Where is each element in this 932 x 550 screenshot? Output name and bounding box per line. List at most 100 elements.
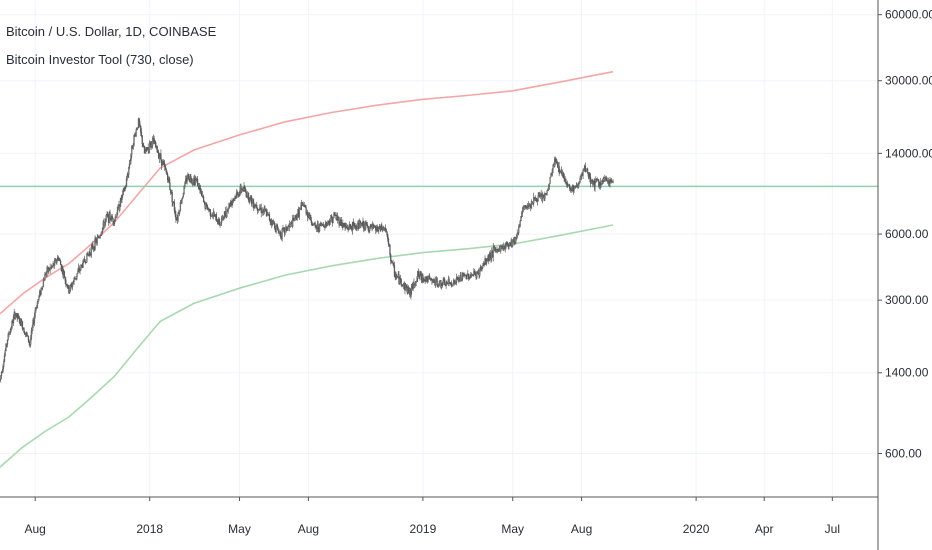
- candle-body: [305, 207, 307, 214]
- candle: [333, 211, 336, 216]
- candle-body: [252, 199, 254, 203]
- candle-body: [202, 196, 205, 202]
- candle: [442, 277, 444, 286]
- candle: [116, 206, 119, 216]
- candle-body: [566, 182, 569, 186]
- candle-body: [260, 207, 262, 213]
- price-tick-label: 30000.00: [885, 74, 932, 88]
- candle-body: [365, 222, 367, 226]
- candle-body: [536, 200, 539, 202]
- candle: [250, 195, 253, 207]
- candle-body: [374, 226, 376, 228]
- candle: [74, 277, 77, 281]
- candle-body: [5, 343, 7, 352]
- candle: [36, 301, 39, 309]
- candle-body: [72, 281, 75, 284]
- candle-body: [433, 278, 435, 283]
- candle: [378, 226, 380, 234]
- time-axis-labels[interactable]: Aug 2018 May Aug 2019 May Aug 2020 Apr Jul: [25, 497, 841, 536]
- candle: [531, 201, 533, 204]
- candle: [232, 199, 234, 206]
- candle: [181, 198, 183, 205]
- candle: [279, 231, 281, 235]
- candle-body: [0, 375, 2, 380]
- candle-body: [114, 216, 116, 221]
- candle-body: [474, 272, 476, 276]
- candle: [476, 271, 478, 280]
- candle: [127, 171, 129, 178]
- candle: [136, 127, 138, 131]
- candle: [111, 213, 113, 219]
- candle-body: [214, 215, 216, 217]
- candle-body: [501, 245, 503, 248]
- candle-body: [137, 127, 139, 130]
- candle-body: [235, 192, 238, 199]
- candle-body: [232, 200, 234, 202]
- candle: [196, 176, 199, 187]
- candle-body: [179, 202, 182, 212]
- candle-body: [589, 174, 591, 178]
- candle: [387, 237, 390, 247]
- candle: [140, 125, 142, 137]
- candle: [594, 179, 596, 192]
- symbol-legend[interactable]: Bitcoin / U.S. Dollar, 1D, COINBASE: [6, 24, 217, 39]
- candle-body: [310, 219, 313, 224]
- candle: [521, 207, 524, 218]
- candle-body: [461, 278, 463, 281]
- candle: [580, 172, 583, 181]
- candle: [550, 172, 552, 178]
- candle: [393, 262, 395, 268]
- candlestick-series: [0, 117, 614, 383]
- time-tick-label: May: [501, 522, 524, 536]
- candle-body: [360, 222, 362, 228]
- price-axis-labels[interactable]: 60000.00 30000.00 14000.00 6000.00 3000.00 14…: [878, 8, 932, 461]
- candle-body: [417, 271, 420, 276]
- candle: [96, 234, 98, 246]
- candle: [194, 175, 197, 186]
- candle-body: [2, 366, 4, 372]
- candle: [1, 369, 3, 374]
- candle: [10, 325, 12, 332]
- candle: [427, 275, 429, 283]
- candle: [109, 209, 111, 225]
- candle-body: [89, 252, 91, 255]
- candle-body: [6, 339, 9, 345]
- candle-body: [198, 183, 200, 190]
- candle: [215, 212, 217, 222]
- candle-body: [131, 145, 133, 156]
- candle-body: [74, 277, 77, 280]
- candle: [549, 176, 551, 185]
- candle-body: [186, 177, 188, 183]
- candle-body: [49, 267, 51, 271]
- candle-body: [492, 247, 494, 257]
- candle: [205, 202, 208, 207]
- candle: [584, 162, 586, 173]
- candle: [165, 167, 167, 174]
- candle: [470, 272, 473, 278]
- candle: [455, 273, 458, 286]
- candle: [339, 221, 341, 226]
- candle-body: [553, 158, 556, 167]
- candle-body: [140, 125, 142, 133]
- candle: [559, 170, 562, 173]
- indicator-legend[interactable]: Bitcoin Investor Tool (730, close): [6, 52, 194, 67]
- candle: [433, 277, 435, 283]
- candle: [6, 339, 9, 348]
- candle-body: [450, 282, 453, 286]
- candle: [388, 243, 390, 247]
- candle-body: [59, 260, 62, 265]
- candle: [157, 150, 159, 154]
- candle-body: [157, 151, 159, 154]
- candle-body: [128, 163, 131, 168]
- candle-body: [62, 267, 64, 275]
- candle-body: [181, 196, 184, 199]
- candle-body: [476, 271, 478, 278]
- candle: [537, 192, 539, 202]
- candle: [35, 306, 37, 314]
- candle: [284, 226, 286, 236]
- candle: [515, 234, 518, 241]
- candle: [163, 160, 165, 165]
- candle-body: [583, 168, 585, 171]
- candle: [116, 212, 118, 218]
